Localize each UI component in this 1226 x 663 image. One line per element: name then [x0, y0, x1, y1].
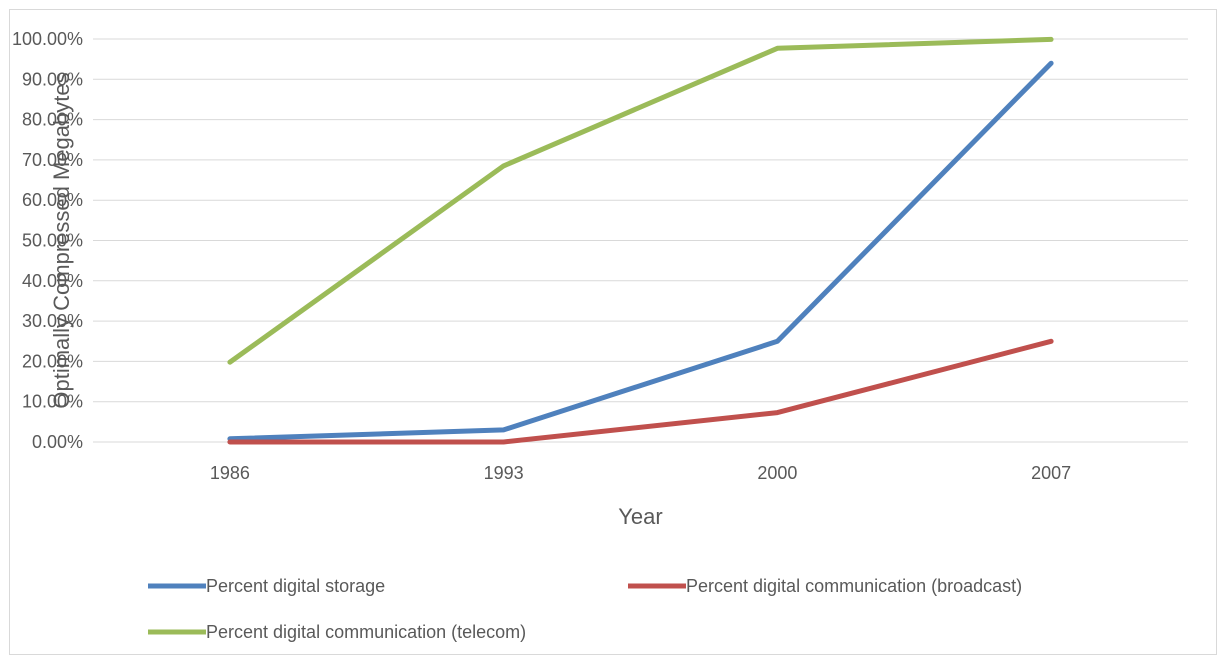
- x-tick-label: 1986: [210, 463, 250, 483]
- data-point: [776, 47, 778, 49]
- gridlines: [93, 38, 1188, 443]
- y-tick-label: 40.00%: [22, 271, 83, 291]
- x-tick-label: 2007: [1031, 463, 1071, 483]
- y-tick-label: 20.00%: [22, 351, 83, 371]
- x-axis-ticks: 1986 1993 2000 2007: [210, 463, 1071, 483]
- y-tick-label: 60.00%: [22, 190, 83, 210]
- legend-label: Percent digital storage: [206, 576, 385, 596]
- data-point: [1050, 62, 1052, 64]
- x-axis-title: Year: [618, 504, 662, 529]
- y-axis-title: Optimally Compressed Megabytes: [49, 72, 74, 408]
- y-axis-ticks: 0.00% 10.00% 20.00% 30.00% 40.00% 50.00% 60.00…: [12, 29, 83, 452]
- data-point: [776, 412, 778, 414]
- series-line: [227, 338, 1054, 445]
- data-point: [503, 429, 505, 431]
- data-point: [776, 340, 778, 342]
- data-point: [229, 438, 231, 440]
- y-tick-label: 10.00%: [22, 392, 83, 412]
- series-line: [227, 36, 1054, 365]
- y-tick-label: 0.00%: [32, 432, 83, 452]
- x-tick-label: 1993: [484, 463, 524, 483]
- data-point: [1050, 340, 1052, 342]
- legend-label: Percent digital communication (telecom): [206, 622, 526, 642]
- legend-label: Percent digital communication (broadcast…: [686, 576, 1022, 596]
- data-point: [503, 165, 505, 167]
- data-point: [1050, 38, 1052, 40]
- data-point: [229, 441, 231, 443]
- y-tick-label: 70.00%: [22, 150, 83, 170]
- y-tick-label: 50.00%: [22, 231, 83, 251]
- legend-item: Percent digital communication (broadcast…: [628, 576, 1022, 596]
- legend-item: Percent digital storage: [148, 576, 385, 596]
- y-tick-label: 90.00%: [22, 69, 83, 89]
- y-tick-label: 30.00%: [22, 311, 83, 331]
- y-tick-label: 80.00%: [22, 110, 83, 130]
- x-tick-label: 2000: [757, 463, 797, 483]
- legend: Percent digital storage Percent digital c…: [148, 576, 1022, 642]
- series-lines: [227, 36, 1054, 445]
- data-point: [503, 441, 505, 443]
- y-tick-label: 100.00%: [12, 29, 83, 49]
- series-line: [227, 60, 1054, 442]
- legend-item: Percent digital communication (telecom): [148, 622, 526, 642]
- data-point: [229, 361, 231, 363]
